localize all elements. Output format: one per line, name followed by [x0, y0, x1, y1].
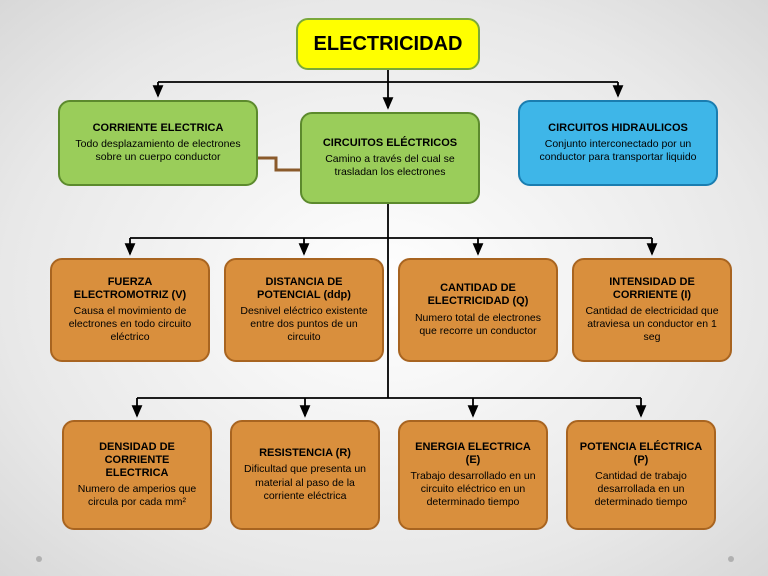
node-desc: Camino a través del cual se trasladan lo… [310, 153, 470, 179]
node-circuitos: CIRCUITOS ELÉCTRICOS Camino a través del… [300, 112, 480, 204]
node-desc: Trabajo desarrollado en un circuito eléc… [408, 470, 538, 509]
node-title: CIRCUITOS HIDRAULICOS [548, 122, 688, 135]
node-title: POTENCIA ELÉCTRICA (P) [576, 441, 706, 467]
node-densidad: DENSIDAD DE CORRIENTE ELECTRICA Numero d… [62, 420, 212, 530]
node-title: DENSIDAD DE CORRIENTE ELECTRICA [72, 441, 202, 481]
decor-dot [728, 556, 734, 562]
node-corriente: CORRIENTE ELECTRICA Todo desplazamiento … [58, 100, 258, 186]
node-title: FUERZA ELECTROMOTRIZ (V) [60, 276, 200, 302]
node-title: CANTIDAD DE ELECTRICIDAD (Q) [408, 282, 548, 308]
node-desc: Causa el movimiento de electrones en tod… [60, 305, 200, 344]
node-root: ELECTRICIDAD [296, 18, 480, 70]
node-fem: FUERZA ELECTROMOTRIZ (V) Causa el movimi… [50, 258, 210, 362]
node-title: ENERGIA ELECTRICA (E) [408, 441, 538, 467]
node-desc: Numero de amperios que circula por cada … [72, 483, 202, 509]
node-title: RESISTENCIA (R) [259, 447, 351, 460]
node-desc: Cantidad de electricidad que atraviesa u… [582, 305, 722, 344]
node-resistencia: RESISTENCIA (R) Dificultad que presenta … [230, 420, 380, 530]
node-title: DISTANCIA DE POTENCIAL (ddp) [234, 276, 374, 302]
node-desc: Numero total de electrones que recorre u… [408, 312, 548, 338]
decor-dot [36, 556, 42, 562]
node-desc: Desnivel eléctrico existente entre dos p… [234, 305, 374, 344]
node-desc: Dificultad que presenta un material al p… [240, 463, 370, 502]
node-cantidad: CANTIDAD DE ELECTRICIDAD (Q) Numero tota… [398, 258, 558, 362]
root-title: ELECTRICIDAD [314, 33, 463, 56]
node-title: INTENSIDAD DE CORRIENTE (I) [582, 276, 722, 302]
node-potencia: POTENCIA ELÉCTRICA (P) Cantidad de traba… [566, 420, 716, 530]
node-desc: Todo desplazamiento de electrones sobre … [68, 138, 248, 164]
node-title: CORRIENTE ELECTRICA [93, 122, 224, 135]
node-desc: Conjunto interconectado por un conductor… [528, 138, 708, 164]
node-ddp: DISTANCIA DE POTENCIAL (ddp) Desnivel el… [224, 258, 384, 362]
node-hidraulicos: CIRCUITOS HIDRAULICOS Conjunto intercone… [518, 100, 718, 186]
node-energia: ENERGIA ELECTRICA (E) Trabajo desarrolla… [398, 420, 548, 530]
node-intensidad: INTENSIDAD DE CORRIENTE (I) Cantidad de … [572, 258, 732, 362]
node-desc: Cantidad de trabajo desarrollada en un d… [576, 470, 706, 509]
node-title: CIRCUITOS ELÉCTRICOS [323, 137, 457, 150]
